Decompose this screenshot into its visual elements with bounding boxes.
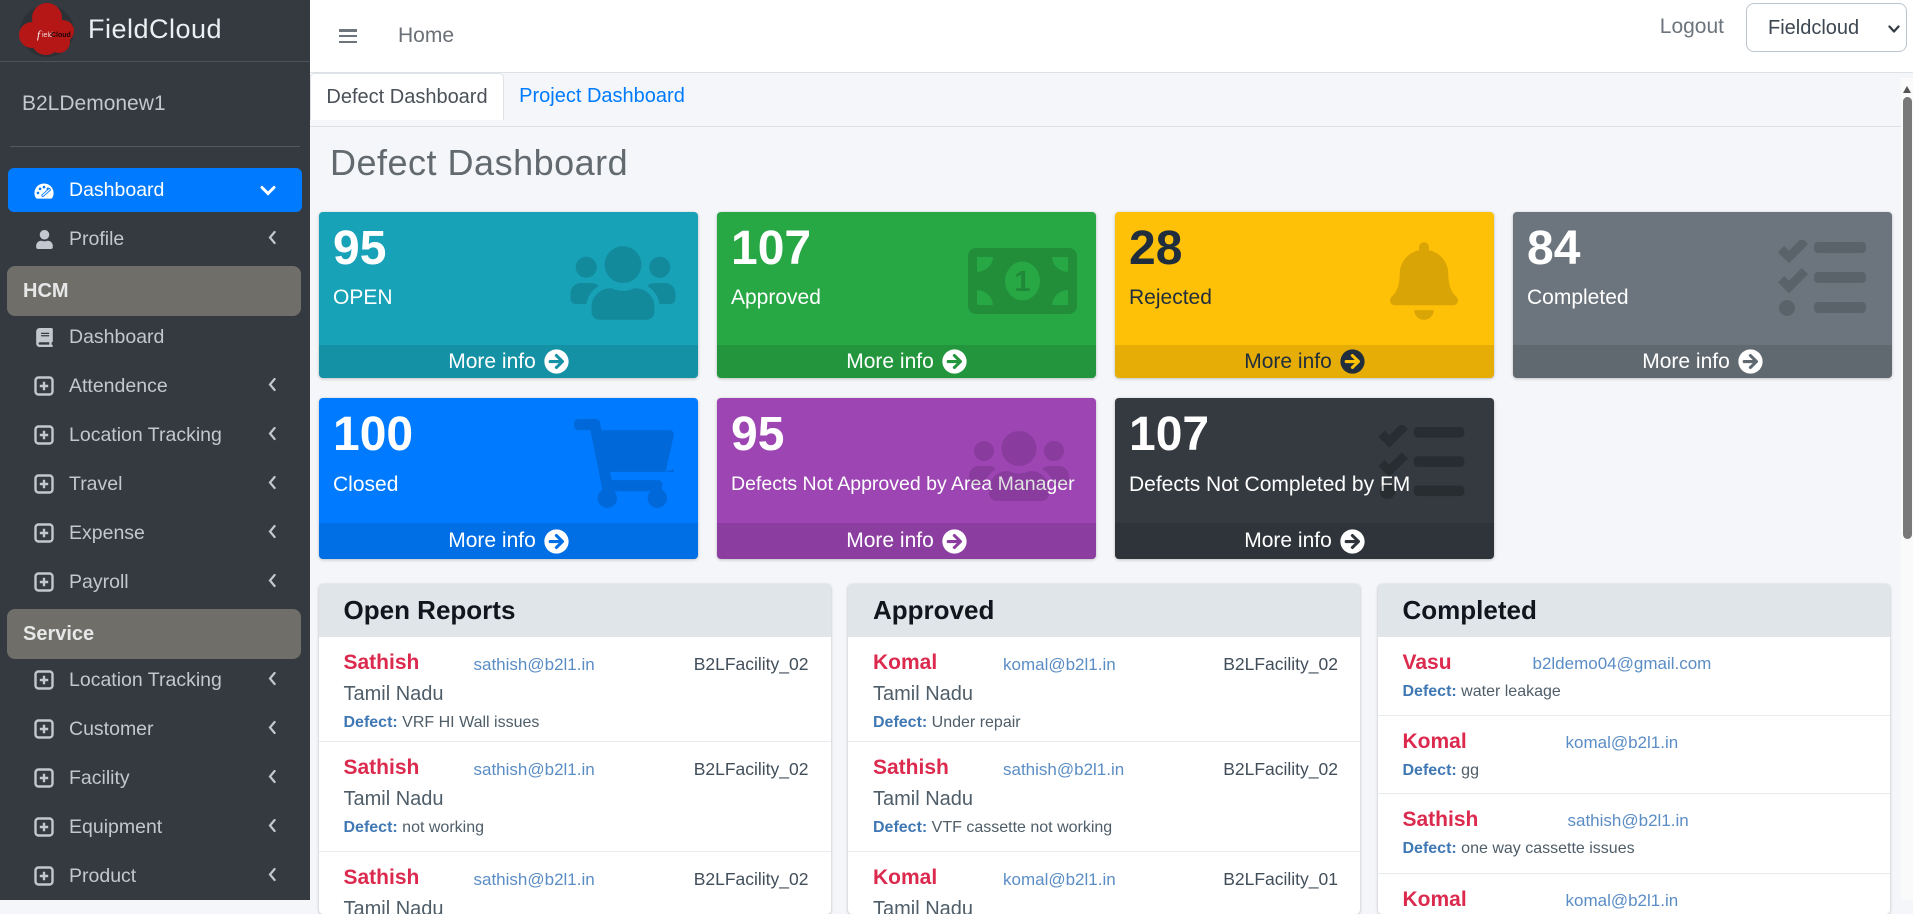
svg-text:ield: ield	[42, 32, 53, 39]
svg-text:Cloud: Cloud	[51, 32, 71, 39]
svg-text:f: f	[37, 29, 42, 41]
svg-text:1: 1	[1014, 266, 1030, 298]
